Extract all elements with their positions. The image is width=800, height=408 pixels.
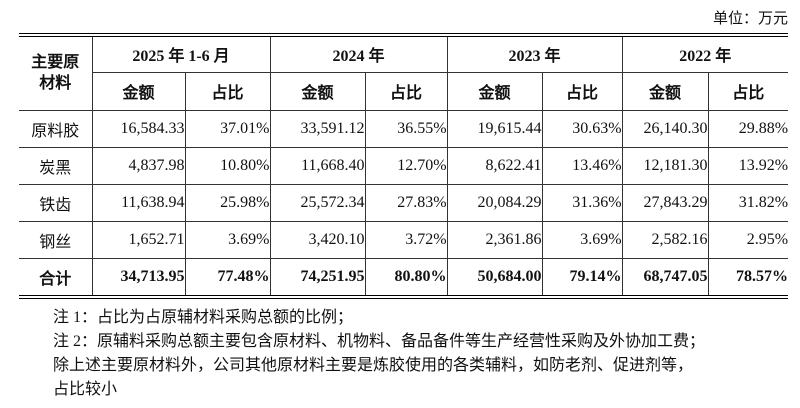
unit-label: 单位：万元 — [712, 11, 788, 27]
amount-header: 金额 — [621, 71, 709, 111]
header-row-periods: 主要原 材料 2025 年 1-6 月 2024 年 2023 年 2022 年 — [19, 34, 789, 111]
material-cell: 炭黑 — [19, 146, 93, 185]
material-cell: 钢丝 — [19, 220, 93, 259]
period-header-2024: 2024 年 — [269, 34, 448, 73]
ratio-header: 占比 — [707, 71, 789, 111]
ratio-cell: 29.88% — [707, 109, 789, 148]
ratio-cell: 13.46% — [541, 146, 623, 185]
amount-cell: 74,251.95 — [269, 257, 366, 298]
header-row-subcolumns: 金额 占比 金额 占比 金额 占比 金额 占比 — [19, 71, 789, 111]
table-row: 炭黑 4,837.98 10.80% 11,668.40 12.70% 8,62… — [19, 146, 789, 185]
ratio-cell: 13.92% — [707, 146, 789, 185]
amount-cell: 12,181.30 — [621, 146, 709, 185]
amount-cell: 11,638.94 — [91, 183, 186, 222]
amount-cell: 3,420.10 — [269, 220, 366, 259]
table-row: 铁齿 11,638.94 25.98% 25,572.34 27.83% 20,… — [19, 183, 789, 222]
ratio-cell: 30.63% — [541, 109, 623, 148]
ratio-cell: 3.72% — [364, 220, 448, 259]
ratio-cell: 3.69% — [541, 220, 623, 259]
ratio-cell: 77.48% — [184, 257, 271, 298]
period-header-2023: 2023 年 — [446, 34, 623, 73]
table-row: 钢丝 1,652.71 3.69% 3,420.10 3.72% 2,361.8… — [19, 220, 789, 259]
amount-cell: 68,747.05 — [621, 257, 709, 298]
amount-cell: 1,652.71 — [91, 220, 186, 259]
footnote-line: 除上述主要原材料外，公司其他原材料主要是炼胶使用的各类辅料，如防老剂、促进剂等， — [53, 357, 694, 374]
ratio-header: 占比 — [541, 71, 623, 111]
footnote-line: 注 1：占比为占原辅材料采购总额的比例； — [53, 309, 354, 326]
ratio-cell: 80.80% — [364, 257, 448, 298]
amount-cell: 26,140.30 — [621, 109, 709, 148]
material-cell: 铁齿 — [19, 183, 93, 222]
material-cell: 原料胶 — [19, 109, 93, 148]
amount-cell: 50,684.00 — [446, 257, 543, 298]
amount-cell: 2,582.16 — [621, 220, 709, 259]
footnotes: 注 1：占比为占原辅材料采购总额的比例； 注 2：原辅料采购总额主要包含原材料、… — [53, 306, 764, 402]
amount-cell: 20,084.29 — [446, 183, 543, 222]
amount-cell: 27,843.29 — [621, 183, 709, 222]
materials-table: 主要原 材料 2025 年 1-6 月 2024 年 2023 年 2022 年… — [19, 33, 789, 299]
footnote-line: 注 2：原辅料采购总额主要包含原材料、机物料、备品备件等生产经营性采购及外协加工… — [53, 333, 706, 350]
amount-cell: 33,591.12 — [269, 109, 366, 148]
amount-header: 金额 — [92, 71, 186, 111]
period-header-2025h1: 2025 年 1-6 月 — [91, 34, 271, 73]
ratio-cell: 2.95% — [707, 220, 789, 259]
ratio-cell: 31.82% — [707, 183, 789, 222]
total-row: 合计 34,713.95 77.48% 74,251.95 80.80% 50,… — [19, 257, 789, 298]
table-row: 原料胶 16,584.33 37.01% 33,591.12 36.55% 19… — [19, 109, 789, 148]
ratio-cell: 78.57% — [707, 257, 789, 298]
amount-cell: 34,713.95 — [91, 257, 186, 298]
ratio-cell: 31.36% — [541, 183, 623, 222]
ratio-cell: 10.80% — [184, 146, 271, 185]
amount-cell: 25,572.34 — [269, 183, 366, 222]
ratio-cell: 12.70% — [364, 146, 448, 185]
ratio-cell: 36.55% — [364, 109, 448, 148]
ratio-cell: 37.01% — [184, 109, 271, 148]
ratio-cell: 27.83% — [364, 183, 448, 222]
amount-cell: 8,622.41 — [446, 146, 543, 185]
footnote-line: 占比较小 — [53, 381, 118, 398]
total-label-cell: 合计 — [19, 257, 93, 298]
corner-header: 主要原 材料 — [19, 34, 93, 111]
ratio-header: 占比 — [364, 71, 448, 111]
amount-cell: 16,584.33 — [91, 109, 186, 148]
ratio-cell: 3.69% — [184, 220, 271, 259]
ratio-cell: 79.14% — [541, 257, 623, 298]
amount-cell: 19,615.44 — [446, 109, 543, 148]
amount-cell: 11,668.40 — [269, 146, 366, 185]
period-header-2022: 2022 年 — [621, 34, 789, 73]
amount-header: 金额 — [446, 71, 543, 111]
amount-header: 金额 — [269, 71, 366, 111]
amount-cell: 2,361.86 — [446, 220, 543, 259]
ratio-header: 占比 — [184, 71, 271, 111]
ratio-cell: 25.98% — [184, 183, 271, 222]
amount-cell: 4,837.98 — [91, 146, 186, 185]
